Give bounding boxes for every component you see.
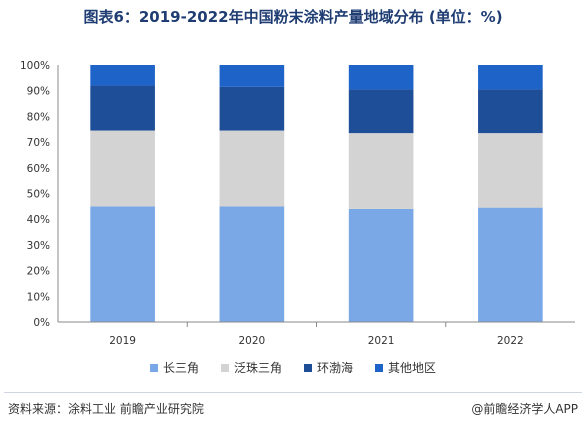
credit-note: @前瞻经济学人APP <box>471 402 578 416</box>
legend: 长三角 泛珠三角 环渤海 其他地区 <box>0 359 586 376</box>
y-tick-label: 10% <box>27 291 50 303</box>
y-tick-label: 40% <box>27 214 50 226</box>
bar-segment <box>348 65 414 90</box>
y-tick-label: 60% <box>27 163 50 175</box>
bar-segment <box>90 206 155 322</box>
legend-item: 长三角 <box>149 359 199 376</box>
legend-label: 其他地区 <box>388 361 437 375</box>
y-tick-label: 90% <box>27 86 50 98</box>
legend-item: 泛珠三角 <box>220 359 282 376</box>
x-tick-label: 2022 <box>497 335 524 347</box>
bar-segment <box>348 89 414 134</box>
y-tick-label: 70% <box>27 137 50 149</box>
bar-segment <box>219 86 285 131</box>
legend-label: 泛珠三角 <box>233 361 282 375</box>
bar-segment <box>90 85 155 131</box>
bar-segment <box>478 133 543 208</box>
chart-title: 图表6：2019-2022年中国粉末涂料产量地域分布 (单位：%) <box>83 8 503 26</box>
legend-swatch <box>220 363 229 372</box>
bar-segment <box>90 65 155 86</box>
stacked-bar-chart: 0% 10% 20% 30% 40% 50% 60% 70% 80% 90% 100% 2019 202… <box>20 60 575 347</box>
bar-segment <box>219 130 285 207</box>
x-tick-label: 2019 <box>109 335 136 347</box>
footer-divider <box>4 392 582 393</box>
y-tick-label: 0% <box>33 317 50 329</box>
y-tick-label: 30% <box>27 240 50 252</box>
bar-segment <box>219 65 285 87</box>
legend-item: 其他地区 <box>375 359 436 376</box>
legend-label: 长三角 <box>162 361 199 375</box>
legend-label: 环渤海 <box>317 361 354 375</box>
y-tick-label: 20% <box>27 266 50 278</box>
legend-swatch <box>375 363 384 372</box>
y-tick-label: 100% <box>20 60 50 72</box>
y-tick-label: 80% <box>27 111 50 123</box>
legend-swatch <box>304 363 312 372</box>
legend-item: 环渤海 <box>304 359 353 376</box>
bar-segment <box>478 89 543 134</box>
bar-segment <box>348 133 414 209</box>
x-tick-label: 2021 <box>368 335 395 347</box>
bar-segment <box>478 65 543 90</box>
bar-segment <box>478 207 543 322</box>
y-tick-label: 50% <box>27 189 50 201</box>
source-note: 资料来源：涂料工业 前瞻产业研究院 <box>8 402 204 416</box>
bar-segment <box>348 208 414 322</box>
x-tick-label: 2020 <box>239 335 266 347</box>
bar-segment <box>219 206 285 322</box>
bar-segment <box>90 130 155 207</box>
legend-swatch <box>149 363 158 372</box>
